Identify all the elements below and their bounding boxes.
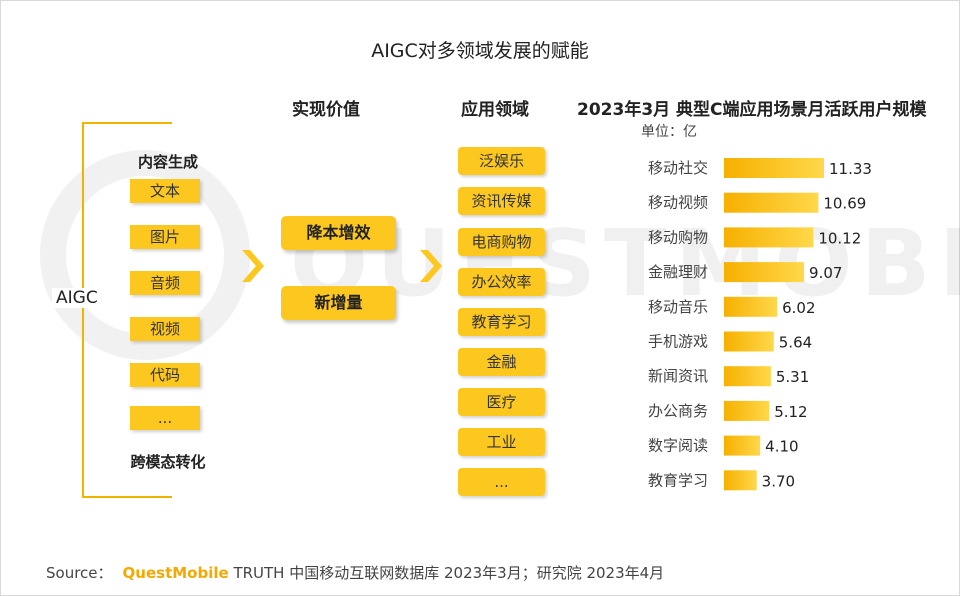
domain-industry: 工业 <box>458 428 545 456</box>
aigc-item-image: 图片 <box>130 225 200 249</box>
category-label: 手机游戏 <box>648 333 708 351</box>
bar <box>724 262 805 283</box>
category-label: 移动视频 <box>648 194 708 212</box>
source-prefix: Source： <box>46 564 113 582</box>
value-label: 6.02 <box>782 299 815 317</box>
bar <box>724 331 774 352</box>
category-label: 新闻资讯 <box>648 367 708 385</box>
value-new-increment: 新增量 <box>281 286 396 320</box>
bar <box>724 158 824 178</box>
bar <box>724 435 761 456</box>
category-label: 移动音乐 <box>648 298 708 316</box>
bar <box>724 366 771 387</box>
page-title: AIGC对多领域发展的赋能 <box>371 40 589 62</box>
cross-modal-title: 跨模态转化 <box>130 453 206 471</box>
unit-label: 单位：亿 <box>641 124 697 140</box>
aigc-bracket <box>82 122 172 498</box>
category-label: 数字阅读 <box>648 437 708 455</box>
category-label: 金融理财 <box>648 263 708 281</box>
domain-ecommerce: 电商购物 <box>458 228 545 256</box>
chart-header: 2023年3月 典型C端应用场景月活跃用户规模 <box>577 100 927 120</box>
content-generation-title: 内容生成 <box>137 153 198 171</box>
value-label: 5.64 <box>779 334 812 352</box>
chevron-right-icon <box>420 250 442 282</box>
bar <box>724 470 757 491</box>
bar <box>724 296 778 317</box>
domain-entertainment: 泛娱乐 <box>458 147 545 175</box>
domain-medical: 医疗 <box>458 388 545 416</box>
source-text: TRUTH 中国移动互联网数据库 2023年3月；研究院 2023年4月 <box>228 564 665 582</box>
value-label: 11.33 <box>829 160 872 178</box>
aigc-item-audio: 音频 <box>130 271 200 295</box>
chevron-right-icon <box>242 250 264 282</box>
value-label: 3.70 <box>762 472 795 490</box>
source-brand: QuestMobile <box>122 564 229 582</box>
category-label: 移动社交 <box>648 159 708 177</box>
source-note: Source： QuestMobile TRUTH 中国移动互联网数据库 2023… <box>46 562 664 583</box>
bar <box>724 400 770 421</box>
domain-more: ... <box>458 468 545 496</box>
value-cost-reduction: 降本增效 <box>281 216 396 250</box>
aigc-item-code: 代码 <box>130 363 200 387</box>
mau-bar-chart: 移动社交 11.33 移动视频 10.69 移动购物 10.12 金融理财 9.07 移动音乐 6… <box>600 150 940 495</box>
aigc-item-video: 视频 <box>130 317 200 341</box>
aigc-label: AIGC <box>52 288 102 308</box>
domain-office: 办公效率 <box>458 268 545 296</box>
value-label: 10.12 <box>818 229 861 247</box>
aigc-item-more: ... <box>130 406 200 430</box>
value-label: 9.07 <box>809 264 842 282</box>
value-label: 4.10 <box>765 438 798 456</box>
value-label: 5.12 <box>774 403 807 421</box>
aigc-item-text: 文本 <box>130 179 200 203</box>
value-label: 5.31 <box>776 368 809 386</box>
domain-education: 教育学习 <box>458 308 545 336</box>
bar-chart-svg: 移动社交 11.33 移动视频 10.69 移动购物 10.12 金融理财 9.07 移动音乐 6… <box>648 158 872 491</box>
category-label: 移动购物 <box>648 228 708 246</box>
value-label: 10.69 <box>823 195 866 213</box>
domain-header: 应用领域 <box>461 100 529 120</box>
category-label: 教育学习 <box>648 471 708 489</box>
bar <box>724 227 814 248</box>
domain-finance: 金融 <box>458 348 545 376</box>
category-label: 办公商务 <box>648 402 708 420</box>
domain-media: 资讯传媒 <box>458 187 545 215</box>
value-header: 实现价值 <box>292 100 360 120</box>
bar <box>724 192 819 213</box>
